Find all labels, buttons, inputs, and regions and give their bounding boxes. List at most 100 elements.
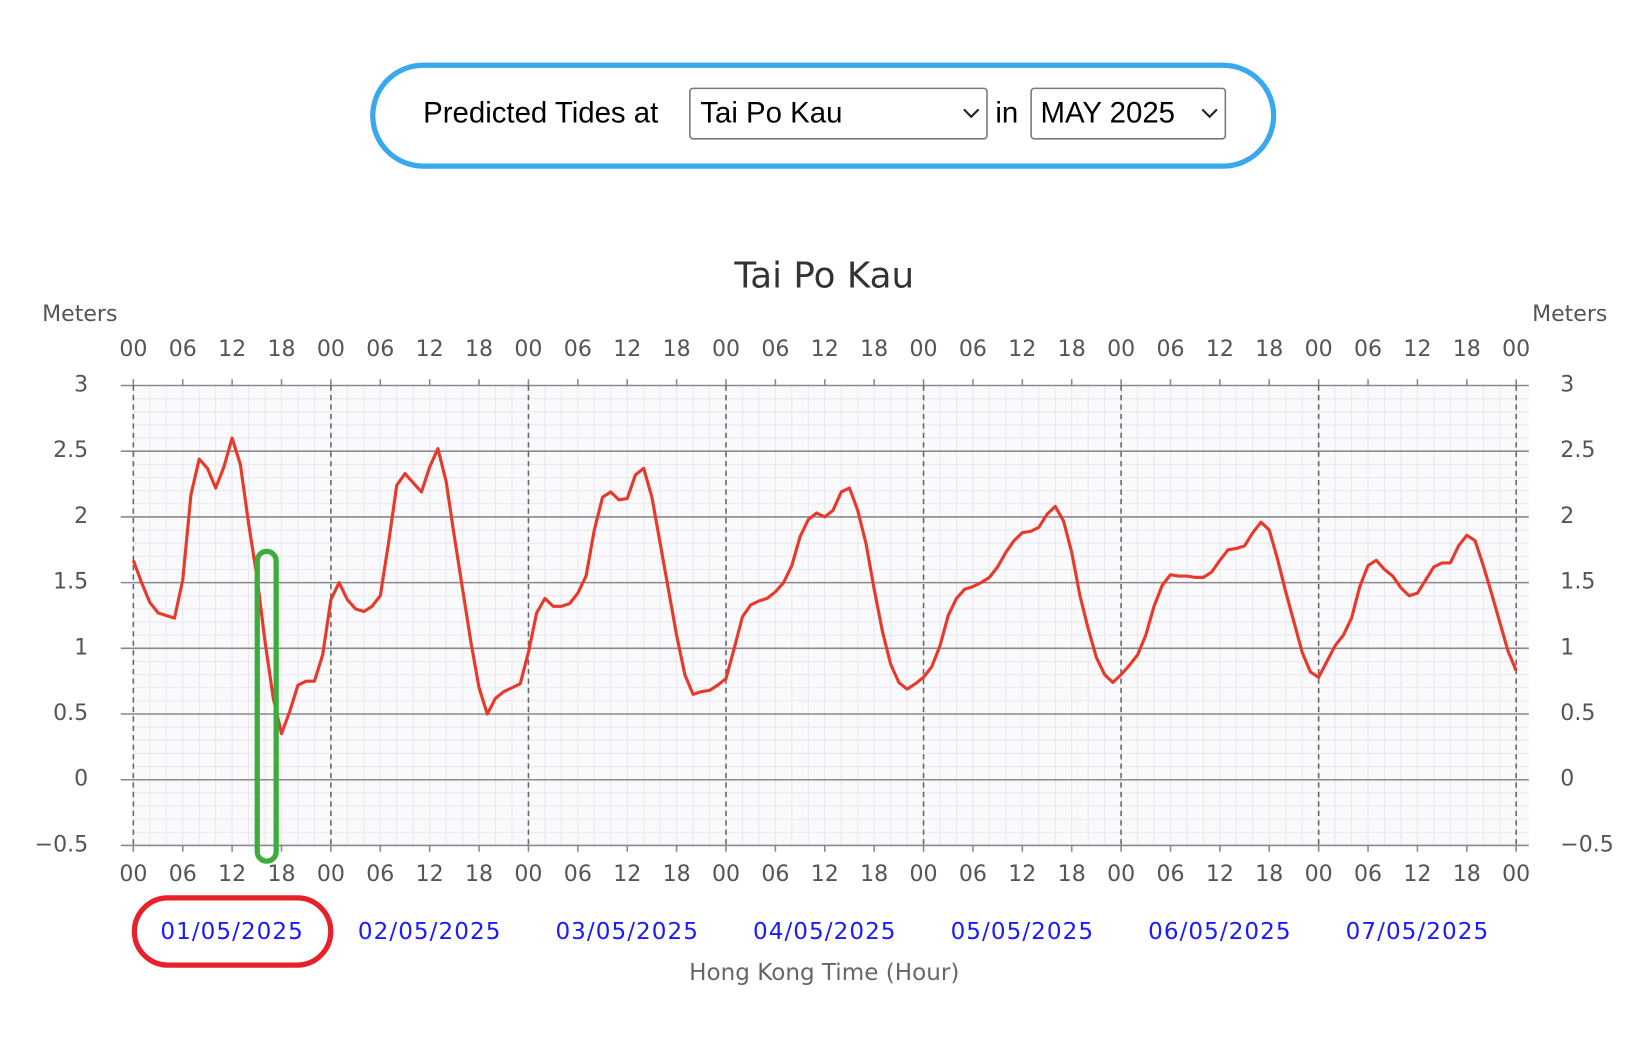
y2-tick-label: 0.5 (1560, 701, 1595, 726)
x-tick-label: 00 (910, 862, 938, 887)
x-tick-label: 18 (663, 862, 691, 887)
select-box[interactable] (689, 87, 988, 140)
x-tick-label: 12 (1403, 337, 1431, 362)
select-value[interactable]: MAY 2025 (1041, 96, 1175, 129)
annotation-green (254, 548, 279, 864)
x-tick-label: 18 (860, 337, 888, 362)
x-tick-label: 00 (1107, 862, 1135, 887)
x-tick-label: 18 (663, 337, 691, 362)
x-tick-label: 12 (416, 337, 444, 362)
x-tick-label: 06 (761, 337, 789, 362)
x-tick-label: 18 (465, 862, 493, 887)
y2-tick-label: 0 (1560, 767, 1574, 792)
date-label: 05/05/2025 (951, 919, 1095, 945)
date-label: 06/05/2025 (1148, 919, 1292, 945)
x-tick-label: 18 (1453, 862, 1481, 887)
x-tick-label: 18 (1453, 337, 1481, 362)
date-label: 03/05/2025 (555, 919, 699, 945)
x-tick-label: 00 (514, 862, 542, 887)
x-tick-label: 12 (416, 862, 444, 887)
x-tick-label: 06 (366, 337, 394, 362)
x-tick-label: 06 (1354, 337, 1382, 362)
station-select[interactable]: Tai Po Kau (689, 87, 988, 140)
x-tick-label: 00 (712, 862, 740, 887)
y-tick-label: 1 (74, 635, 88, 660)
x-tick-label: 00 (712, 337, 740, 362)
x-tick-label: 00 (1305, 337, 1333, 362)
date-label: 07/05/2025 (1346, 919, 1490, 945)
x-axis-label: Hong Kong Time (Hour) (689, 960, 959, 986)
y-tick-label: 0 (74, 767, 88, 792)
x-tick-label: 12 (218, 337, 246, 362)
y-tick-label: 2 (74, 504, 88, 529)
x-tick-label: 06 (959, 337, 987, 362)
y-tick-label: −0.5 (35, 832, 89, 857)
x-tick-label: 18 (267, 862, 295, 887)
plot-area: −0.5 0 0.5 1 1.5 2 2.5 3 −0.5 0 0.5 1 1.5 2 2.5 3 00 00 06… (35, 337, 1614, 968)
x-tick-label: 12 (1403, 862, 1431, 887)
x-tick-label: 06 (564, 337, 592, 362)
x-tick-label: 12 (613, 862, 641, 887)
x-tick-label: 06 (564, 862, 592, 887)
x-tick-label: 18 (1255, 862, 1283, 887)
x-tick-label: 00 (514, 337, 542, 362)
y-tick-label: 0.5 (53, 701, 88, 726)
plot-background (133, 385, 1529, 846)
x-tick-label: 00 (1107, 337, 1135, 362)
y-tick-label: 2.5 (53, 438, 88, 463)
x-tick-label: 06 (1156, 337, 1184, 362)
x-tick-label: 06 (366, 862, 394, 887)
y-axis-label: Meters (42, 302, 117, 327)
x-tick-label: 18 (1058, 862, 1086, 887)
date-label: 02/05/2025 (358, 919, 502, 945)
x-tick-label: 06 (1156, 862, 1184, 887)
x-tick-label: 06 (169, 862, 197, 887)
select-box[interactable] (1030, 87, 1227, 140)
x-tick-label: 06 (959, 862, 987, 887)
x-tick-label: 12 (613, 337, 641, 362)
x-tick-label: 00 (119, 862, 147, 887)
y2-axis-label: Meters (1532, 302, 1607, 327)
x-tick-label: 12 (1206, 862, 1234, 887)
x-tick-label: 12 (811, 337, 839, 362)
x-tick-label: 12 (1206, 337, 1234, 362)
x-tick-label: 18 (465, 337, 493, 362)
annotation-red (131, 895, 334, 968)
y2-tick-label: 1.5 (1560, 570, 1595, 595)
x-tick-label: 12 (1008, 337, 1036, 362)
y2-tick-label: 2 (1560, 504, 1574, 529)
date-label: 04/05/2025 (753, 919, 897, 945)
x-tick-label: 00 (1305, 862, 1333, 887)
y2-tick-label: 3 (1560, 373, 1574, 398)
date-label: 01/05/2025 (160, 919, 304, 945)
x-tick-label: 00 (317, 337, 345, 362)
x-tick-label: 12 (218, 862, 246, 887)
x-tick-label: 00 (317, 862, 345, 887)
x-tick-label: 18 (1255, 337, 1283, 362)
y2-tick-label: −0.5 (1560, 832, 1614, 857)
x-tick-label: 06 (761, 862, 789, 887)
x-tick-label: 00 (119, 337, 147, 362)
x-tick-label: 06 (169, 337, 197, 362)
chart-title: Tai Po Kau (733, 255, 914, 296)
y2-tick-label: 2.5 (1560, 438, 1595, 463)
x-tick-label: 00 (910, 337, 938, 362)
x-tick-label: 18 (1058, 337, 1086, 362)
header-label: Predicted Tides at (423, 96, 658, 129)
x-tick-label: 06 (1354, 862, 1382, 887)
month-select[interactable]: MAY 2025 (1030, 87, 1227, 140)
select-value[interactable]: Tai Po Kau (700, 96, 842, 129)
header-joiner: in (995, 96, 1018, 129)
y-tick-label: 1.5 (53, 570, 88, 595)
tide-line (131, 436, 1518, 736)
x-tick-label: 12 (1008, 862, 1036, 887)
x-tick-label: 18 (860, 862, 888, 887)
chevron (963, 108, 980, 119)
x-tick-label: 00 (1502, 862, 1530, 887)
y2-tick-label: 1 (1560, 635, 1574, 660)
chevron (1201, 108, 1218, 119)
x-tick-label: 00 (1502, 337, 1530, 362)
y-tick-label: 3 (74, 373, 88, 398)
